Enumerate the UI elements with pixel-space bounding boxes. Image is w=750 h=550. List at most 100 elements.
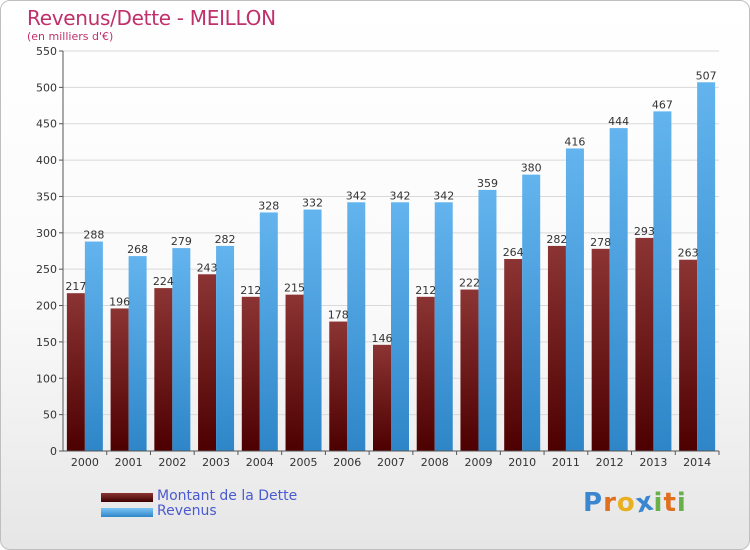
data-label-dette: 263 <box>678 247 699 260</box>
proxiti-logo: Proxiti <box>583 486 687 519</box>
axes: 0 50 100 150 200 250 300 350 400 450 500 550 2000 200… <box>36 45 720 469</box>
data-label-revenus: 359 <box>477 177 498 190</box>
legend-swatch-revenus <box>101 508 153 517</box>
data-label-revenus: 416 <box>564 135 585 148</box>
bar-dette <box>154 288 173 451</box>
x-tick-label: 2001 <box>115 456 143 469</box>
y-tick-label: 50 <box>43 409 57 422</box>
x-tick-label: 2003 <box>202 456 230 469</box>
data-label-revenus: 342 <box>390 189 411 202</box>
x-tick-label: 2011 <box>552 456 580 469</box>
x-tick-label: 2007 <box>377 456 405 469</box>
y-tick-label: 350 <box>36 190 57 203</box>
bar-revenus <box>347 202 366 451</box>
data-label-revenus: 288 <box>83 229 104 242</box>
data-label-dette: 293 <box>634 225 655 238</box>
bar-revenus <box>172 248 191 451</box>
y-tick-label: 250 <box>36 263 57 276</box>
bar-revenus <box>303 209 322 451</box>
legend-swatch-dette <box>101 493 153 502</box>
logo-letter: i <box>653 488 664 518</box>
logo-letter: P <box>583 488 604 518</box>
data-label-dette: 243 <box>197 261 218 274</box>
data-label-revenus: 332 <box>302 197 323 210</box>
bar-dette <box>285 294 304 451</box>
y-tick-label: 0 <box>50 445 57 458</box>
bar-revenus <box>84 241 103 451</box>
data-label-dette: 222 <box>459 277 480 290</box>
y-tick-label: 450 <box>36 118 57 131</box>
bar-dette <box>416 296 435 451</box>
x-tick-label: 2010 <box>508 456 536 469</box>
data-label-revenus: 342 <box>433 189 454 202</box>
bar-revenus <box>522 174 541 452</box>
data-label-dette: 146 <box>372 332 393 345</box>
bar-dette <box>110 308 129 451</box>
data-label-dette: 224 <box>153 275 174 288</box>
data-label-revenus: 380 <box>521 162 542 175</box>
bar-dette <box>373 344 391 451</box>
data-label-revenus: 444 <box>608 115 629 128</box>
data-label-revenus: 507 <box>696 69 717 82</box>
bar-revenus <box>478 189 497 451</box>
legend-label-dette: Montant de la Dette <box>157 488 298 504</box>
bar-dette <box>679 259 698 451</box>
data-label-dette: 278 <box>590 236 611 249</box>
bar-revenus <box>653 111 672 451</box>
y-tick-label: 500 <box>36 81 57 94</box>
data-label-revenus: 268 <box>127 243 148 256</box>
x-tick-label: 2012 <box>596 456 624 469</box>
y-tick-label: 550 <box>36 45 57 58</box>
bar-dette <box>591 248 610 451</box>
x-tick-label: 2000 <box>71 456 99 469</box>
y-tick-label: 300 <box>36 227 57 240</box>
data-label-revenus: 467 <box>652 98 673 111</box>
data-label-revenus: 342 <box>346 189 367 202</box>
bar-revenus <box>128 256 147 451</box>
logo-letter: i <box>676 488 687 518</box>
x-tick-label: 2002 <box>158 456 186 469</box>
logo-letter: o <box>616 488 636 518</box>
y-tick-label: 150 <box>36 336 57 349</box>
data-label-revenus: 279 <box>171 235 192 248</box>
chart-title: Revenus/Dette - MEILLON <box>27 6 276 30</box>
x-tick-label: 2006 <box>333 456 361 469</box>
x-tick-label: 2005 <box>290 456 318 469</box>
data-label-dette: 178 <box>328 309 349 322</box>
x-tick-label: 2014 <box>683 456 711 469</box>
bar-dette <box>460 289 479 451</box>
bar-revenus <box>609 128 628 451</box>
data-label-revenus: 282 <box>215 233 236 246</box>
bar-revenus <box>391 202 409 451</box>
bar-revenus <box>259 212 278 451</box>
bar-dette <box>66 293 85 451</box>
bar-dette <box>241 296 260 451</box>
y-tick-label: 200 <box>36 300 57 313</box>
data-label-dette: 212 <box>415 284 436 297</box>
bar-revenus <box>697 82 716 451</box>
chart-subtitle: (en milliers d'€) <box>27 30 114 43</box>
bars <box>66 82 716 452</box>
data-label-dette: 217 <box>65 280 86 293</box>
x-tick-label: 2009 <box>464 456 492 469</box>
bar-dette <box>198 274 217 451</box>
x-tick-label: 2008 <box>421 456 449 469</box>
data-label-dette: 212 <box>240 284 261 297</box>
x-tick-label: 2013 <box>639 456 667 469</box>
logo-letter: r <box>603 488 617 518</box>
bar-dette <box>504 259 523 451</box>
bar-revenus <box>565 148 584 452</box>
logo-letter: t <box>663 488 677 518</box>
data-label-dette: 196 <box>109 295 130 308</box>
bar-dette <box>635 237 654 451</box>
data-label-dette: 264 <box>503 246 524 259</box>
y-tick-label: 400 <box>36 154 57 167</box>
data-label-dette: 282 <box>546 233 567 246</box>
value-labels: 217 288 196 268 224 279 243 282 212 328 215 332 178 3… <box>65 69 716 345</box>
bar-revenus <box>216 245 235 451</box>
bar-dette <box>547 245 566 451</box>
x-tick-label: 2004 <box>246 456 274 469</box>
bar-dette <box>329 321 348 451</box>
